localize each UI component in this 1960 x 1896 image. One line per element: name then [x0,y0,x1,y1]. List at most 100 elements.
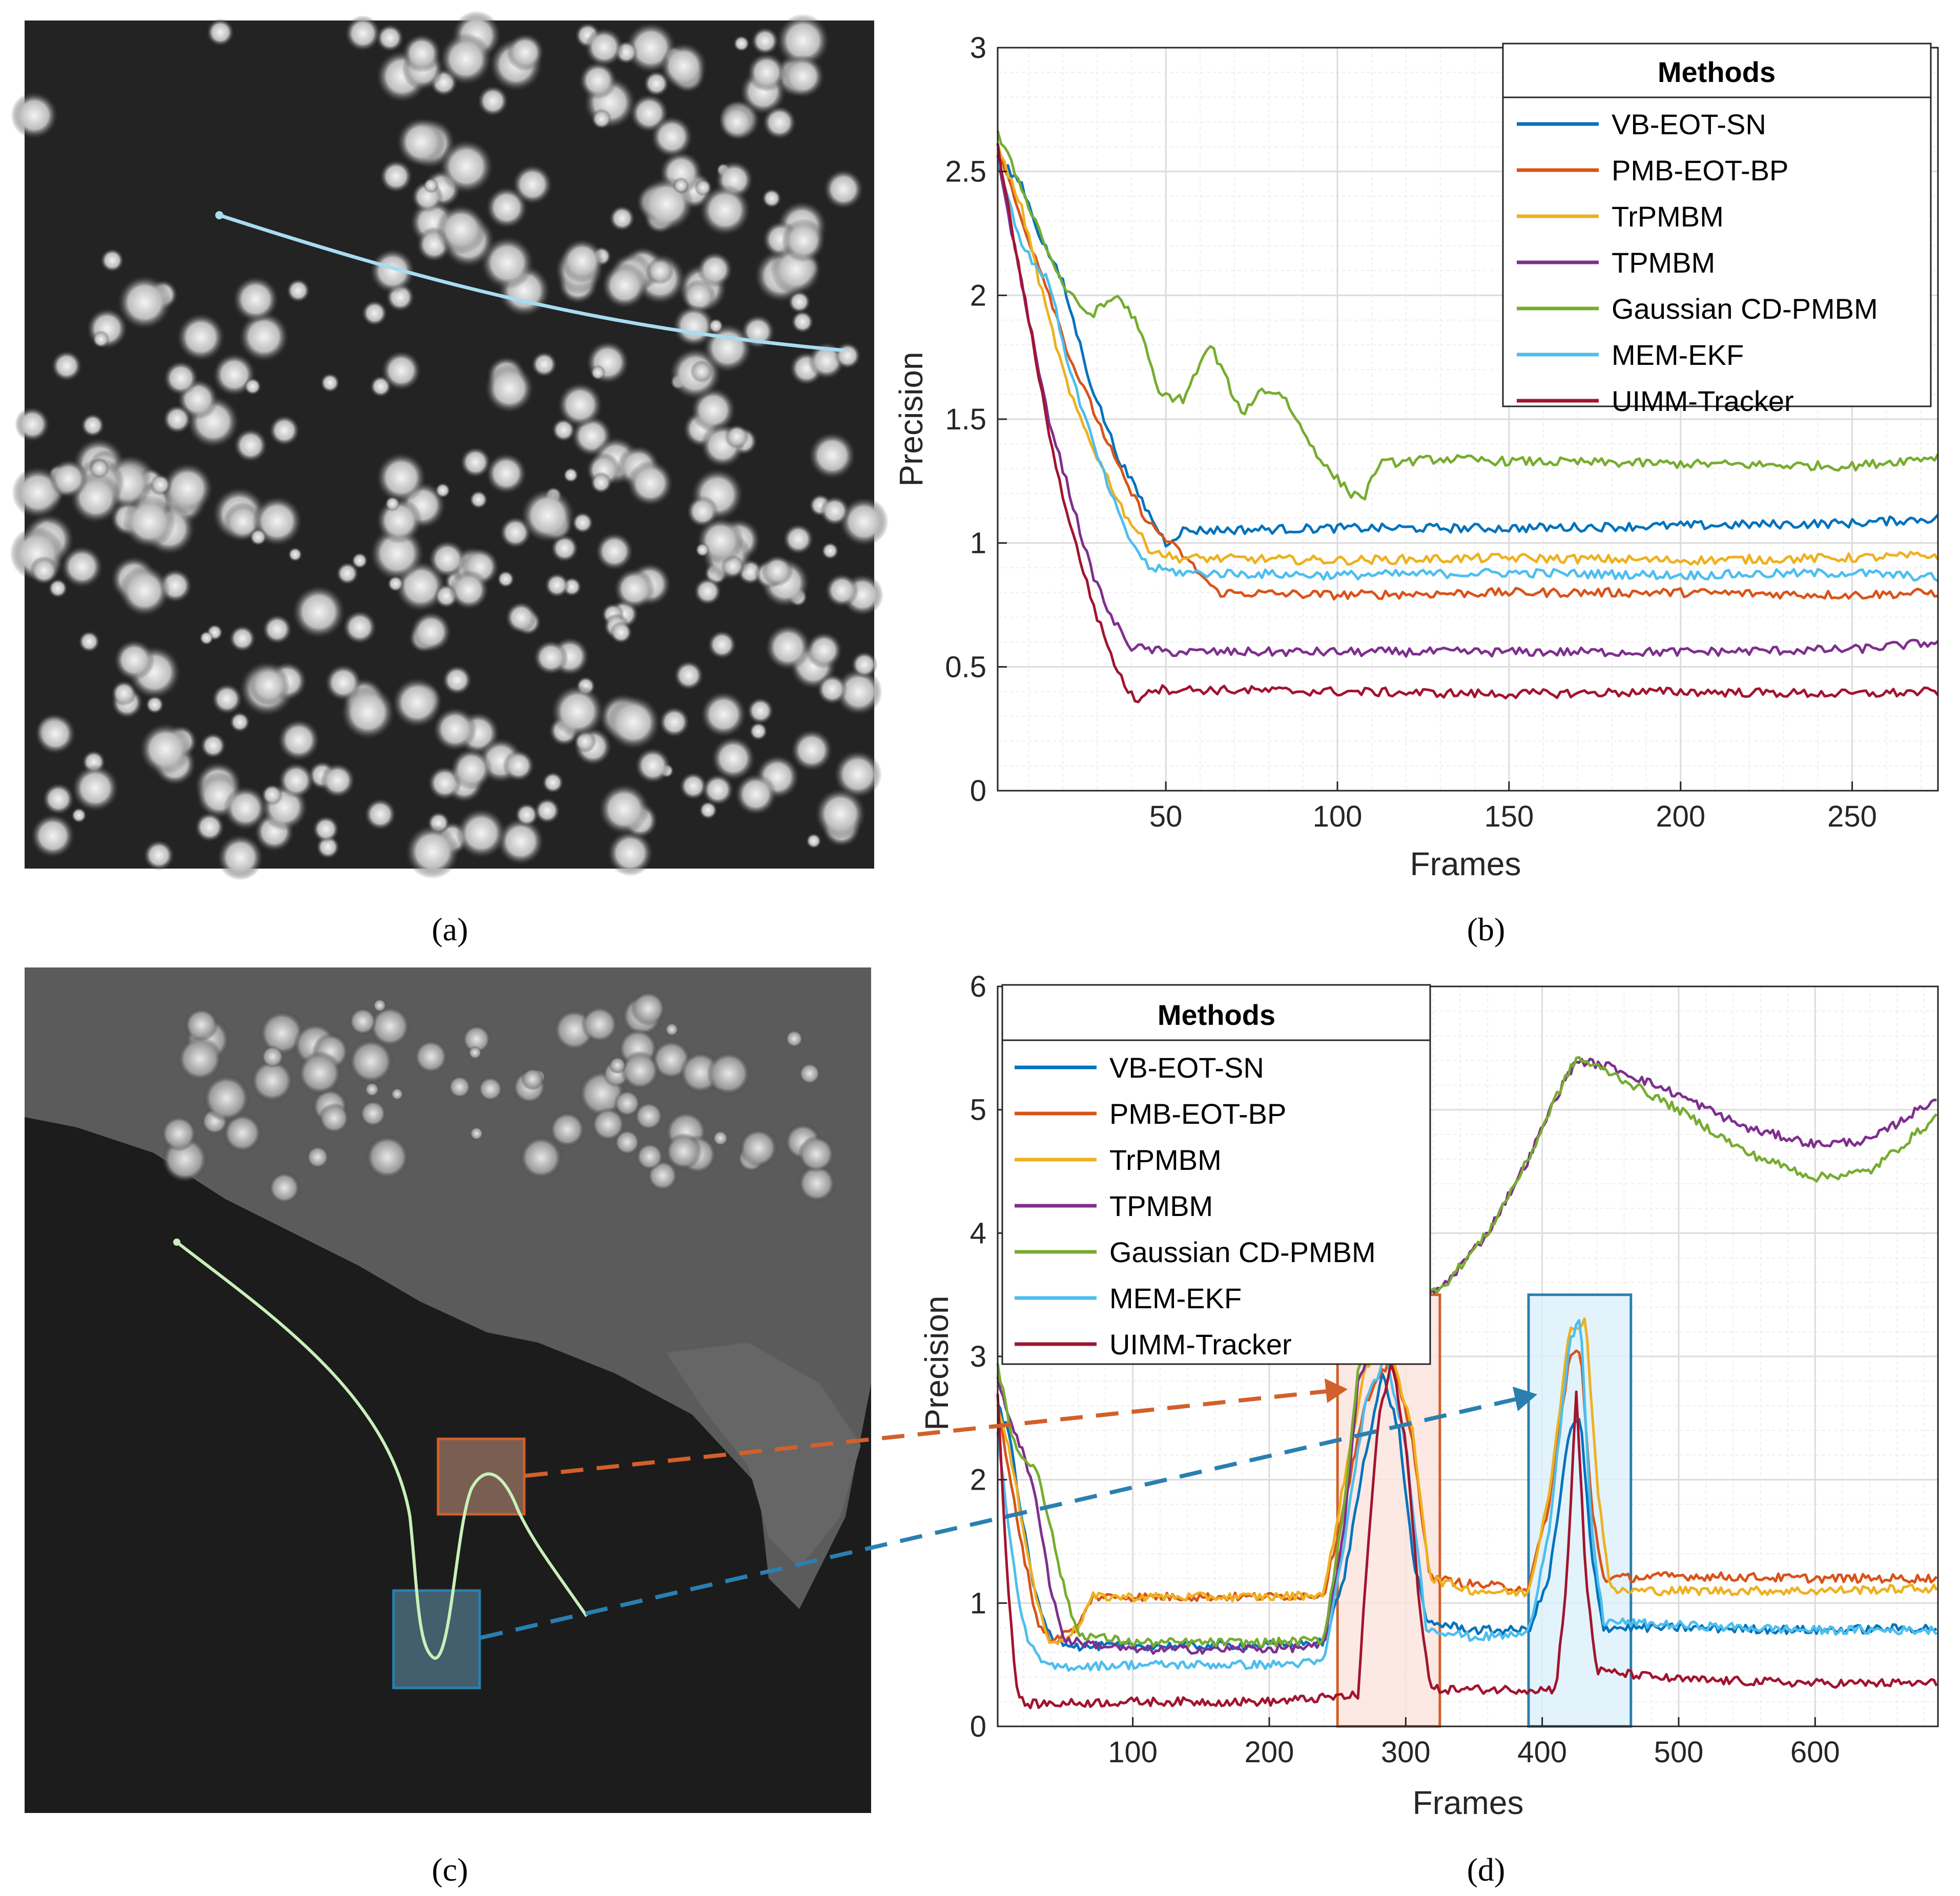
cloud-blob [531,352,557,377]
x-tick-label: 50 [1149,800,1183,833]
legend-label: VB-EOT-SN [1109,1052,1264,1084]
cloud-blob [820,496,850,526]
trajectory-start [173,1239,180,1246]
cloud-blob [700,691,747,737]
cloud-blob [117,275,172,329]
legend-label: TPMBM [1612,246,1715,279]
cloud-blob [163,405,192,434]
cloud-blob [834,342,861,369]
cloud-blob [599,784,650,835]
cloud-blob [111,681,137,706]
cloud-blob [609,205,635,231]
cloud-blob [478,86,508,116]
series-line-tpmbm [996,155,1939,658]
y-tick-label: 1 [970,1586,986,1620]
cloud-blob [659,707,690,737]
series-line-trpmbm [996,1317,1938,1645]
cloud-blob [269,415,300,446]
cloud-blob [651,116,693,158]
cloud-blob [261,784,283,806]
cloud-blob [468,1046,482,1059]
cloud-blob [139,723,192,775]
series-line-gaussian-cd-pmbm [996,130,1940,501]
target-trajectory [176,1241,588,1660]
cloud-blob [217,834,263,880]
cloud-blob [747,697,774,724]
grid [998,47,1938,792]
cloud-blob [486,453,527,494]
highlight-box-blue [392,1589,481,1689]
cloud-blob [751,27,779,55]
cloud-blob [200,733,226,758]
cloud-blob [92,331,110,348]
x-tick-label: 200 [1656,800,1705,833]
cloud-blob [699,801,717,819]
cloud-blob [71,808,87,823]
cloud-blob [336,562,359,585]
cloud-blob [259,1011,304,1056]
cloud-blob [360,1100,386,1127]
cloud-blob [114,640,155,681]
cloud-blob [364,798,396,830]
cloud-blob [381,351,421,390]
cloud-blob [791,311,814,333]
cloud-blob [521,488,575,543]
legend-title: Methods [1658,56,1776,88]
y-tick-label: 4 [970,1217,986,1250]
series-line-trpmbm [996,143,1940,566]
cloud-blob [478,1077,503,1101]
plot-lines [996,130,1940,704]
series-line-uimm-tracker [996,1363,1938,1709]
cloud-blob [470,1127,483,1140]
cloud-blob [708,630,736,659]
cloud-blob [607,830,653,876]
y-tick-label: 2.5 [945,155,986,189]
cloud-blob [261,1045,284,1068]
cloud-blob [503,750,534,781]
cloud-blob [581,1006,618,1043]
cloud-blob [551,685,604,738]
x-axis-label: Frames [1413,1784,1524,1821]
cloud-blob [660,43,707,90]
cloud-blob [733,35,750,52]
cloud-blob [306,1146,329,1168]
cloud-blob [288,547,302,562]
cloud-blob [298,1051,342,1095]
cloud-blob [799,1063,820,1084]
cloud-blob [195,812,224,842]
cloud-blob [762,106,796,139]
cloud-blob [146,695,164,714]
panel-a [10,11,889,880]
cloud-blob [851,651,878,678]
cloud-blob [449,570,489,610]
cloud-blob [695,543,710,557]
cloud-blob [320,373,340,393]
y-tick-label: 1 [970,527,986,560]
cloud-blob [699,184,751,236]
cloud-blob [747,53,786,92]
series-line-mem-ekf [996,162,1939,582]
cloud-blob [387,575,404,592]
cloud-blob [234,428,267,462]
cloud-blob [520,1136,563,1179]
cloud-blob [78,631,100,652]
cloud-blob [161,1116,197,1151]
cloud-blob [278,762,314,798]
arrowhead-orange [1325,1378,1348,1403]
cloud-blob [229,625,256,652]
cloud-blob [440,33,492,85]
cloud-blob [825,573,859,607]
series-line-pmb-eot-bp [996,1349,1938,1643]
cloud-blob [376,452,426,503]
cloud-blob [239,312,289,362]
legend: Methods VB-EOT-SN PMB-EOT-BP TrPMBM TPMBM Ga… [1001,984,1431,1365]
cloud-blob [713,1130,728,1146]
cloud-blob [806,833,821,849]
cloud-blob [385,496,400,511]
cloud-blob [177,1036,222,1081]
legend-items: VB-EOT-SN PMB-EOT-BP TrPMBM TPMBM Gaussian C… [1015,1052,1376,1361]
cloud-blob [765,624,811,670]
cloud-blob [673,305,715,347]
cloud-blob [162,463,213,514]
cloud-blob [497,818,544,865]
